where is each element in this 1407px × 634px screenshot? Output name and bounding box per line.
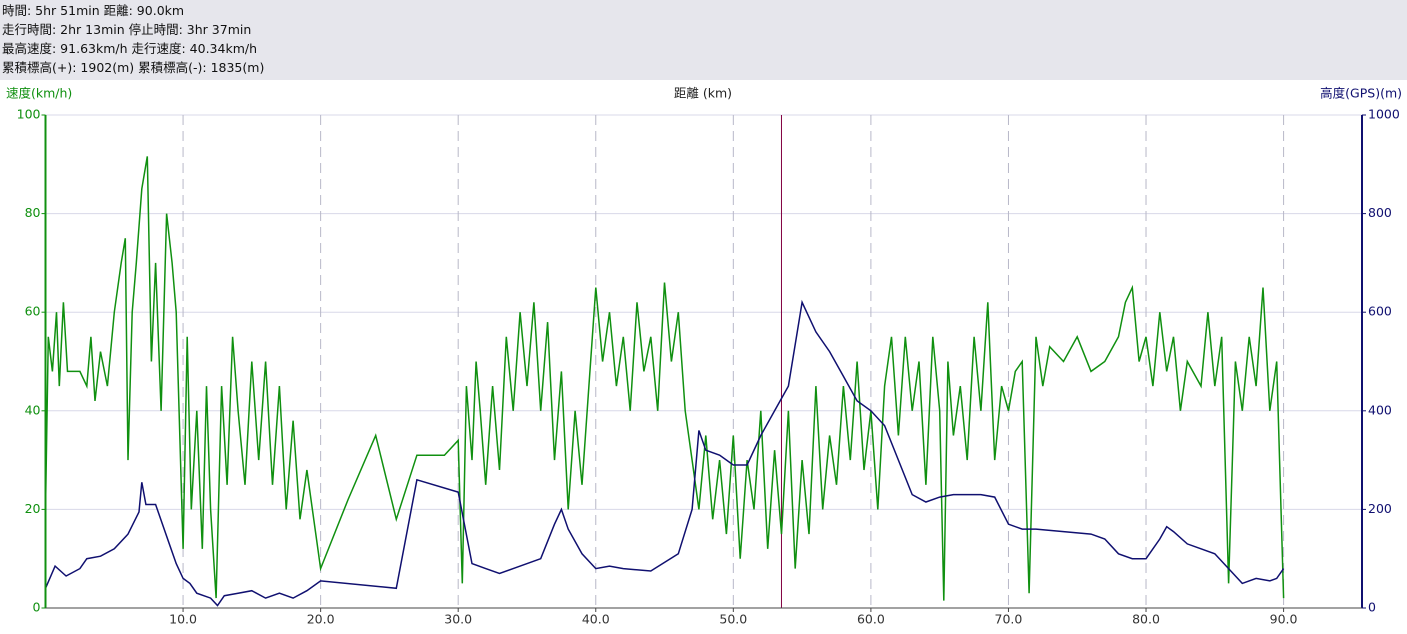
x-tick-label: 80.0 xyxy=(1132,612,1160,627)
y-axis-label: 速度(km/h) xyxy=(6,86,72,101)
y-tick-label: 60 xyxy=(25,304,41,319)
x-tick-label: 20.0 xyxy=(307,612,335,627)
summary-line: 累積標高(+): 1902(m) 累積標高(-): 1835(m) xyxy=(2,60,265,75)
x-axis-label: 距離 (km) xyxy=(674,86,732,101)
x-tick-label: 30.0 xyxy=(444,612,472,627)
y2-axis-label: 高度(GPS)(m) xyxy=(1320,86,1402,101)
y-tick-label: 100 xyxy=(17,107,41,122)
y2-tick-label: 400 xyxy=(1368,402,1392,417)
y2-tick-label: 0 xyxy=(1368,600,1376,615)
x-tick-label: 60.0 xyxy=(857,612,885,627)
x-tick-label: 90.0 xyxy=(1270,612,1298,627)
series-line xyxy=(44,299,1285,607)
summary: 時間: 5hr 51min 距離: 90.0km 走行時間: 2hr 13min… xyxy=(0,0,1407,80)
y2-tick-label: 600 xyxy=(1368,304,1392,319)
y-tick-label: 0 xyxy=(33,600,41,615)
series-line xyxy=(44,156,1285,601)
chart: 速度(km/h) 距離 (km) 高度(GPS)(m) 0 20 40 60 80 100… xyxy=(6,86,1402,627)
y2-tick-label: 800 xyxy=(1368,205,1392,220)
y-tick-label: 80 xyxy=(25,205,41,220)
summary-line: 最高速度: 91.63km/h 走行速度: 40.34km/h xyxy=(2,41,258,56)
x-tick-label: 40.0 xyxy=(582,612,610,627)
summary-line: 時間: 5hr 51min 距離: 90.0km xyxy=(2,3,185,18)
x-tick-label: 70.0 xyxy=(995,612,1023,627)
x-tick-label: 50.0 xyxy=(719,612,747,627)
y2-tick-label: 1000 xyxy=(1368,107,1400,122)
y2-tick-label: 200 xyxy=(1368,501,1392,516)
y-tick-label: 40 xyxy=(25,402,41,417)
summary-line: 走行時間: 2hr 13min 停止時間: 3hr 37min xyxy=(2,22,252,37)
y-tick-label: 20 xyxy=(25,501,41,516)
x-tick-label: 10.0 xyxy=(169,612,197,627)
